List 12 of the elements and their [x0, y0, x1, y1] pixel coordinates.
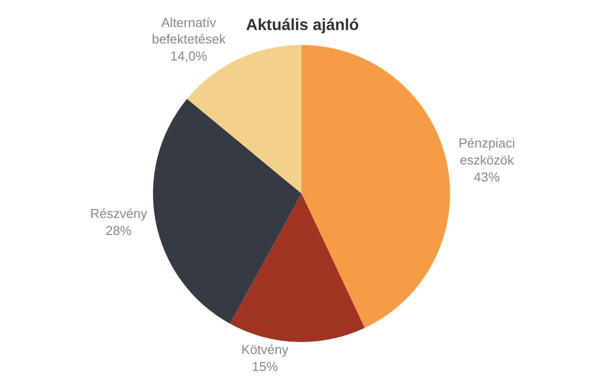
chart-title: Aktuális ajánló: [246, 17, 360, 34]
data-label: 28%: [106, 222, 132, 238]
slice-label: Részvény: [90, 206, 148, 221]
pie-slice: [153, 98, 302, 324]
pie-slice: [230, 194, 365, 342]
slice-label: Alternatív befektetések: [152, 14, 226, 47]
data-label: 15%: [252, 358, 278, 374]
slice-label: Pénzpiaci eszközök: [458, 136, 516, 168]
data-label: 43%: [474, 169, 500, 184]
pie-slice: [302, 45, 450, 328]
data-label: 14,0%: [170, 48, 208, 64]
slice-label: Kötvény: [241, 342, 289, 357]
